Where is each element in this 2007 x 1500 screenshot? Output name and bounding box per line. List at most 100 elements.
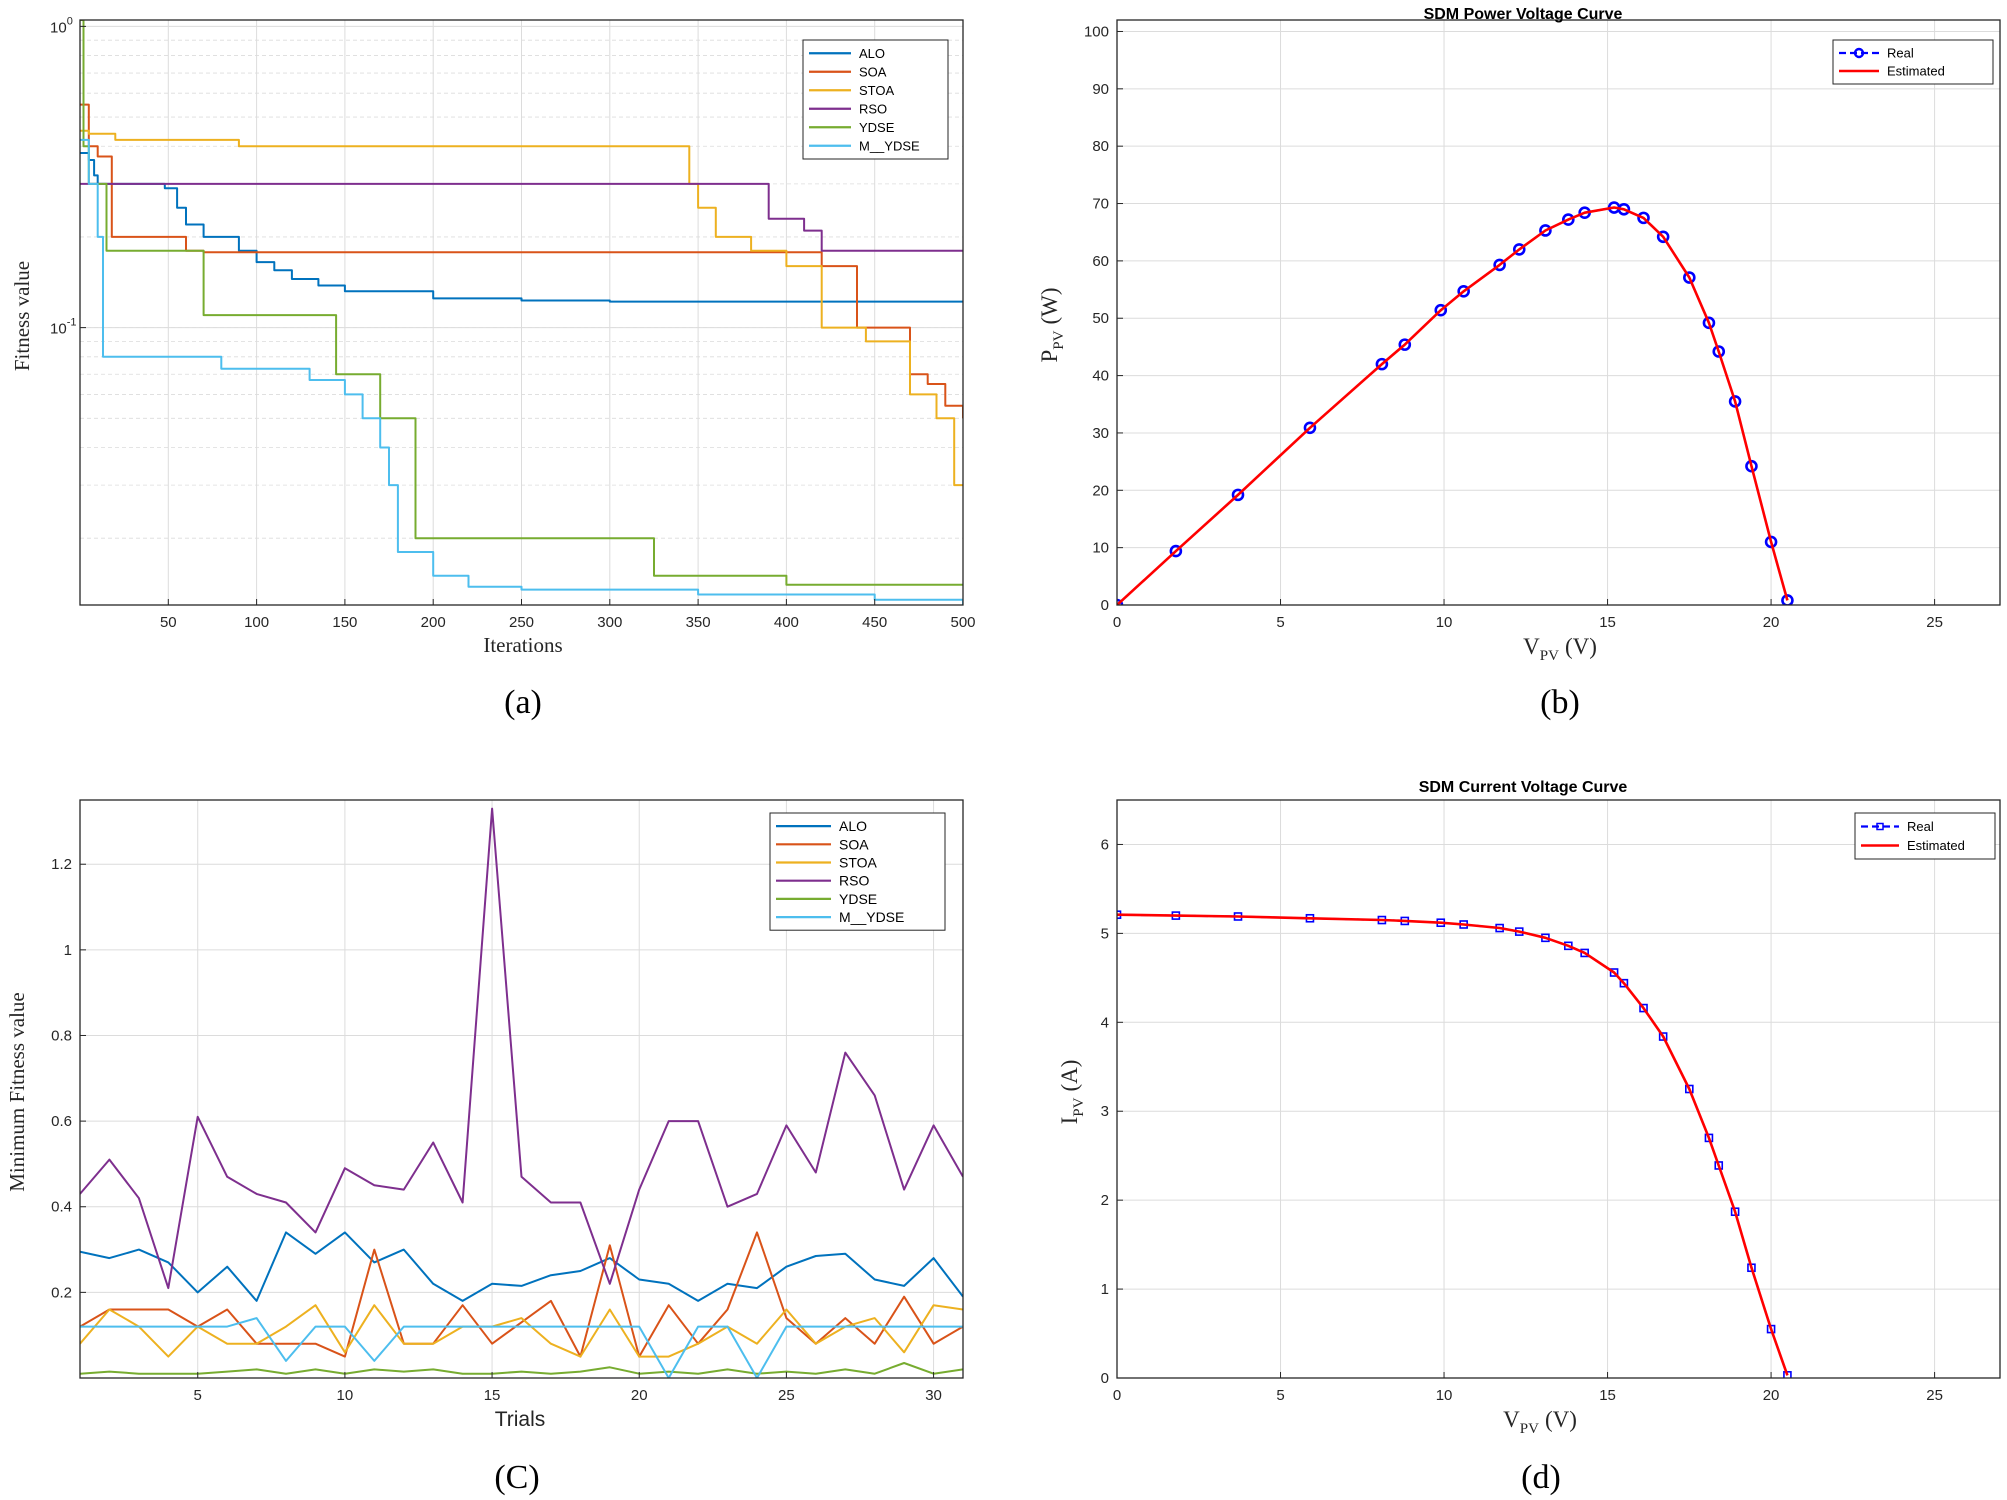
a-xtick-label: 500 (950, 614, 975, 631)
b-legend-marker (1853, 47, 1865, 59)
b-xtick-label: 10 (1436, 614, 1453, 631)
b-xtick-label: 15 (1599, 614, 1616, 631)
c-series-rso-line (80, 807, 963, 1290)
c-series-alo-line (80, 1231, 963, 1302)
a-xlabel: Iterations (483, 633, 562, 657)
b-ylabel-main: P (1037, 350, 1062, 363)
b-series-real-line (1117, 206, 1789, 605)
c-ytick-label: 0.8 (51, 1027, 72, 1044)
c-ylabel: Minimum Fitness value (5, 992, 29, 1192)
b-xlabel: VPV (V) (1523, 634, 1597, 664)
c-xlabel: Trials (495, 1408, 546, 1431)
b-xlabel-main: V (1523, 634, 1540, 659)
b-real-point (1231, 488, 1245, 502)
d-ytick-label: 6 (1101, 836, 1109, 853)
d-xlabel-main: V (1503, 1407, 1520, 1432)
b-ytick-label: 80 (1092, 138, 1109, 155)
d-legend: Real Estimated (1854, 812, 1996, 860)
d-real-point (1639, 1003, 1648, 1013)
b-ytick-label: 40 (1092, 368, 1109, 385)
d-xtick-label: 5 (1276, 1387, 1284, 1404)
a-legend-label: YDSE (859, 120, 895, 135)
b-real-point (1702, 316, 1716, 330)
c-ytick-label: 0.4 (51, 1199, 72, 1216)
b-real-point (1712, 345, 1726, 358)
a-ytick-label: 10-1 (50, 317, 76, 338)
b-xlabel-sub: PV (1540, 648, 1559, 664)
panel-a: 50 100 150 200 250 300 350 400 450 500 100 10-1 Ite… (10, 15, 976, 721)
c-series-soa-line (80, 1231, 963, 1358)
a-xtick-label: 400 (774, 614, 799, 631)
d-panel-label: (d) (1521, 1459, 1561, 1496)
d-legend-box (1854, 812, 1996, 860)
c-legend: ALO SOA STOA RSO YDSE M__YDSE (769, 812, 946, 931)
b-xtick-label: 5 (1276, 614, 1284, 631)
c-series-stoa-line (80, 1304, 963, 1358)
d-real-point (1658, 1032, 1668, 1041)
panel-d: 0 5 10 15 20 25 0 1 2 3 4 5 6 SDM Current Voltage Cu… (1057, 779, 2001, 1496)
b-real-point (1637, 211, 1650, 225)
d-real-point (1619, 978, 1629, 988)
c-ytick-label: 1 (64, 942, 72, 959)
a-xtick-label: 450 (862, 614, 887, 631)
d-xtick-label: 20 (1763, 1387, 1780, 1404)
c-xtick-label: 20 (631, 1387, 648, 1404)
d-ytick-label: 1 (1101, 1281, 1109, 1298)
c-ticks: 5 10 15 20 25 30 0.2 0.4 0.6 0.8 1 1.2 (51, 856, 942, 1404)
b-ytick-label: 0 (1101, 597, 1109, 614)
a-ticks: 50 100 150 200 250 300 350 400 450 500 100 10-1 (50, 15, 976, 631)
b-ytick-label: 100 (1084, 23, 1109, 40)
d-ylabel: IPV (A) (1057, 1060, 1087, 1125)
c-legend-label: ALO (839, 818, 867, 834)
d-xtick-label: 0 (1113, 1387, 1121, 1404)
a-legend-box (802, 39, 949, 160)
a-legend-label: RSO (859, 101, 887, 116)
b-ylabel-sub: PV (1051, 330, 1067, 349)
c-legend-label: RSO (839, 873, 869, 889)
b-legend: Real Estimated (1832, 39, 1994, 85)
d-ytick-label: 4 (1101, 1014, 1109, 1031)
d-ylabel-unit: (A) (1057, 1060, 1082, 1092)
panel-b: 0 5 10 15 20 25 0 10 20 30 40 50 60 70 80 90 100 SDM Pow… (1037, 6, 2001, 721)
c-panel-label: (C) (494, 1459, 539, 1496)
b-panel-label: (b) (1540, 684, 1580, 721)
b-real-point (1781, 594, 1794, 605)
b-ytick-label: 90 (1092, 81, 1109, 98)
b-xtick-label: 0 (1113, 614, 1121, 631)
c-series-ydse-line (80, 1362, 963, 1375)
d-legend-label: Real (1907, 819, 1934, 834)
d-axes-frame (1116, 799, 2001, 1379)
d-xtick-label: 15 (1599, 1387, 1616, 1404)
b-real-point (1303, 421, 1317, 435)
a-xtick-label: 100 (244, 614, 269, 631)
d-xlabel: VPV (V) (1503, 1407, 1577, 1437)
c-ytick-label: 0.2 (51, 1284, 72, 1301)
b-grid (1116, 20, 2000, 606)
d-grid (1116, 800, 2000, 1379)
d-ylabel-main: I (1057, 1117, 1082, 1125)
d-ytick-label: 2 (1101, 1192, 1109, 1209)
c-legend-label: SOA (839, 836, 869, 852)
c-series (80, 807, 963, 1378)
c-xtick-label: 25 (778, 1387, 795, 1404)
d-ylabel-sub: PV (1071, 1097, 1087, 1116)
b-ytick-label: 30 (1092, 425, 1109, 442)
d-series-real-line (1117, 913, 1789, 1376)
a-xtick-label: 300 (597, 614, 622, 631)
a-xtick-label: 350 (686, 614, 711, 631)
c-series-m-ydse-line (80, 1317, 963, 1378)
b-series (1117, 201, 1794, 605)
b-real-point (1512, 243, 1526, 256)
d-ytick-label: 5 (1101, 925, 1109, 942)
c-xtick-label: 10 (337, 1387, 354, 1404)
b-real-point (1562, 213, 1575, 226)
b-xtick-label: 20 (1763, 614, 1780, 631)
a-series-alo-line (80, 152, 963, 303)
b-ytick-label: 10 (1092, 540, 1109, 557)
a-series-rso-line (80, 182, 963, 252)
c-axes-frame (79, 799, 964, 1379)
b-ylabel-unit: (W) (1037, 287, 1062, 324)
c-grid (80, 800, 963, 1378)
d-title: SDM Current Voltage Curve (1419, 779, 1628, 796)
